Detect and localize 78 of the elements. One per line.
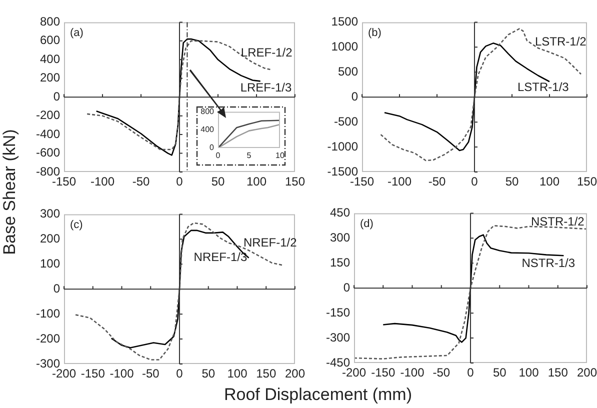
- x-tick-label: -50: [428, 174, 446, 189]
- x-tick-label: -100: [387, 174, 412, 189]
- x-tick-label: 150: [548, 366, 568, 380]
- y-tick-label: 300: [330, 230, 350, 244]
- x-tick-label: 0: [176, 366, 184, 381]
- y-tick-label: 200: [40, 70, 60, 85]
- x-tick-label: -100: [110, 366, 134, 381]
- y-tick-label: -500: [334, 114, 358, 128]
- x-tick-label: 50: [211, 174, 225, 189]
- series-label: NSTR-1/3: [522, 256, 576, 270]
- y-tick-label: -300: [326, 330, 350, 344]
- x-axis-title: Roof Displacement (mm): [224, 385, 412, 405]
- y-tick-label: 150: [330, 255, 350, 270]
- y-tick-label: 800: [40, 14, 60, 29]
- x-tick-label: 0: [467, 366, 474, 380]
- y-tick-label: 400: [40, 52, 60, 66]
- series-label: NSTR-1/2: [530, 214, 585, 228]
- y-tick-label: 0: [53, 89, 60, 104]
- annotation: (c): [70, 219, 83, 232]
- y-tick-label: -600: [36, 146, 60, 160]
- x-tick-label: -50: [432, 366, 450, 380]
- y-tick-label: 500: [338, 64, 358, 78]
- y-tick-label: 600: [40, 33, 60, 48]
- series-label: NREF-1/3: [194, 250, 248, 264]
- x-tick-label: -100: [400, 366, 425, 380]
- y-tick-label: -1500: [327, 164, 358, 178]
- annotation: (b): [368, 27, 382, 40]
- x-tick-label: 100: [246, 174, 267, 189]
- x-tick-label: 200: [576, 366, 597, 380]
- y-tick-label: -400: [36, 126, 60, 141]
- x-tick-label: -150: [371, 366, 396, 380]
- x-tick-label: -100: [90, 174, 115, 189]
- x-tick-label: 100: [227, 366, 248, 381]
- x-tick-label: 100: [518, 366, 540, 380]
- x-tick-label: 0: [216, 151, 221, 160]
- x-tick-label: 150: [256, 366, 276, 381]
- x-tick-label: 50: [492, 366, 507, 380]
- y-tick-label: 0: [53, 281, 60, 296]
- y-tick-label: 0: [343, 280, 350, 294]
- y-tick-label: -300: [36, 356, 60, 370]
- y-axis-title: Base Shear (kN): [0, 129, 20, 255]
- y-tick-label: 1000: [331, 39, 358, 54]
- series-label: LREF-1/3: [240, 80, 292, 94]
- x-tick-label: -50: [132, 174, 150, 189]
- x-tick-label: 50: [202, 366, 216, 381]
- x-tick-label: -50: [142, 366, 160, 381]
- x-tick-label: 5: [246, 151, 252, 160]
- y-tick-label: 300: [40, 206, 60, 221]
- x-tick-label: 10: [276, 151, 285, 160]
- y-tick-label: -800: [36, 164, 60, 178]
- x-tick-label: 0: [471, 174, 478, 189]
- y-tick-label: 800: [200, 107, 215, 116]
- x-tick-label: 150: [284, 174, 306, 189]
- y-tick-label: -150: [326, 305, 350, 320]
- y-tick-label: 0: [351, 89, 358, 104]
- x-tick-label: 100: [539, 174, 560, 189]
- y-tick-label: 0: [210, 143, 215, 152]
- y-tick-label: 450: [330, 206, 350, 220]
- annotation: (a): [70, 27, 84, 40]
- y-tick-label: -100: [36, 306, 60, 320]
- x-tick-label: 150: [576, 174, 597, 189]
- y-tick-label: 100: [40, 256, 60, 270]
- y-tick-label: -1000: [327, 139, 358, 154]
- series-label: LSTR-1/2: [534, 34, 587, 48]
- annotation: (d): [360, 218, 374, 230]
- series-label: LSTR-1/3: [517, 80, 570, 94]
- x-tick-label: 200: [284, 366, 306, 381]
- y-tick-label: -450: [326, 355, 350, 370]
- y-tick-label: 1500: [331, 14, 358, 29]
- series-label: NREF-1/2: [243, 236, 298, 250]
- y-tick-label: -200: [36, 108, 60, 122]
- x-tick-label: 0: [176, 174, 184, 189]
- y-tick-label: 200: [40, 231, 60, 246]
- series-label: LREF-1/2: [240, 45, 293, 60]
- x-tick-label: -150: [80, 366, 106, 381]
- y-tick-label: -200: [36, 331, 60, 346]
- x-tick-label: 50: [505, 174, 519, 189]
- y-tick-label: 400: [200, 125, 215, 134]
